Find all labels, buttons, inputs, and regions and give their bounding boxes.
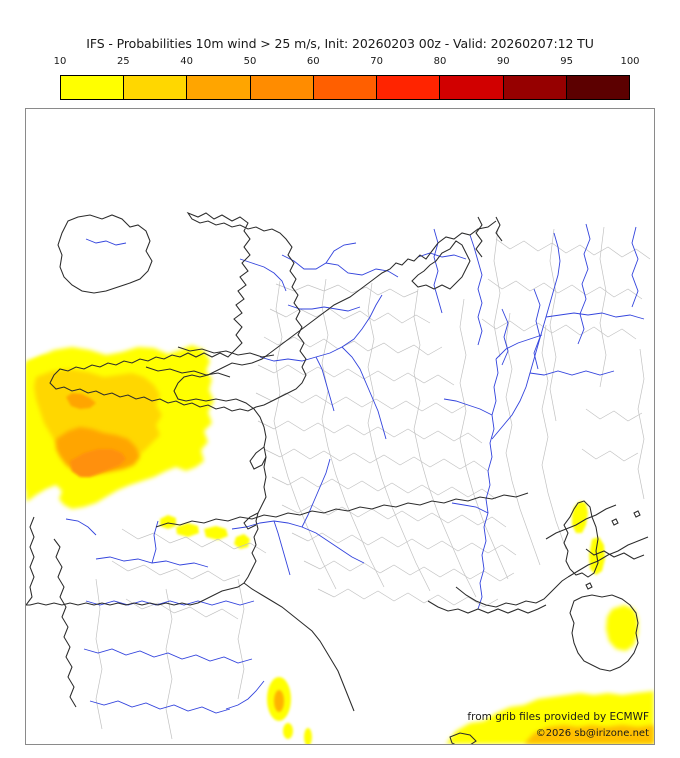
colorbar-tick-labels: 10 25 40 50 60 70 80 90 95 100	[54, 56, 640, 72]
prob-blob-se-spain-core	[274, 690, 284, 712]
colorbar-tick-90: 90	[496, 56, 510, 67]
coast-great-britain	[49, 211, 307, 412]
coast-menorca	[449, 732, 477, 744]
credit-copyright: ©2026 sb@irizone.net	[535, 727, 649, 739]
prob-blob-bottom-core	[524, 725, 654, 744]
credit-source: from grib files provided by ECMWF	[467, 711, 649, 724]
coast-corsica	[563, 500, 599, 578]
colorbar-tick-60: 60	[306, 56, 320, 67]
prob-blob-cantabria-1	[176, 523, 199, 537]
colorbar-tick-10: 10	[53, 56, 67, 67]
colorbar-band-8	[566, 76, 629, 99]
colorbar-tick-80: 80	[433, 56, 447, 67]
coast-benelux	[269, 220, 497, 354]
colorbar-band-2	[187, 76, 251, 99]
prob-blob-upper-25	[66, 393, 96, 409]
colorbar-band-5	[377, 76, 441, 99]
colorbar-tick-50: 50	[243, 56, 257, 67]
admin-boundaries	[95, 226, 651, 740]
colorbar-tick-100: 100	[620, 56, 640, 67]
coastlines	[26, 211, 649, 744]
rivers	[65, 223, 645, 714]
colorbar-band-6	[440, 76, 504, 99]
colorbar-band-0	[61, 76, 125, 99]
colorbar-gradient-strip	[60, 75, 630, 100]
prob-blob-sardinia	[606, 605, 638, 651]
colorbar: 10 25 40 50 60 70 80 90 95 100	[54, 56, 640, 102]
credits: from grib files provided by ECMWF ©2026 …	[464, 708, 652, 742]
prob-blob-cantabria-2	[204, 526, 228, 540]
probability-field	[26, 345, 654, 744]
coast-ireland	[57, 214, 153, 294]
coast-france-med	[455, 576, 569, 608]
map-canvas[interactable]	[26, 109, 654, 744]
colorbar-tick-95: 95	[560, 56, 573, 67]
prob-blob-biscay-50	[70, 449, 126, 477]
colorbar-band-3	[250, 76, 314, 99]
colorbar-band-4	[313, 76, 378, 99]
colorbar-tick-70: 70	[370, 56, 383, 67]
prob-blob-med-1	[283, 723, 293, 739]
colorbar-band-7	[503, 76, 567, 99]
page-title: IFS - Probabilities 10m wind > 25 m/s, I…	[86, 36, 594, 51]
colorbar-tick-40: 40	[180, 56, 194, 67]
coast-spain-north	[155, 492, 529, 528]
colorbar-tick-25: 25	[116, 56, 130, 67]
prob-blob-med-2	[304, 728, 312, 744]
prob-blob-nw-iberia	[160, 515, 176, 529]
colorbar-band-1	[124, 76, 188, 99]
prob-blob-corsica-north	[572, 501, 588, 533]
map-frame[interactable]: from grib files provided by ECMWF ©2026 …	[25, 108, 655, 745]
coast-france-atlantic	[26, 352, 271, 606]
coast-sardinia	[569, 594, 639, 672]
prob-blob-cantabria-3	[234, 534, 250, 549]
